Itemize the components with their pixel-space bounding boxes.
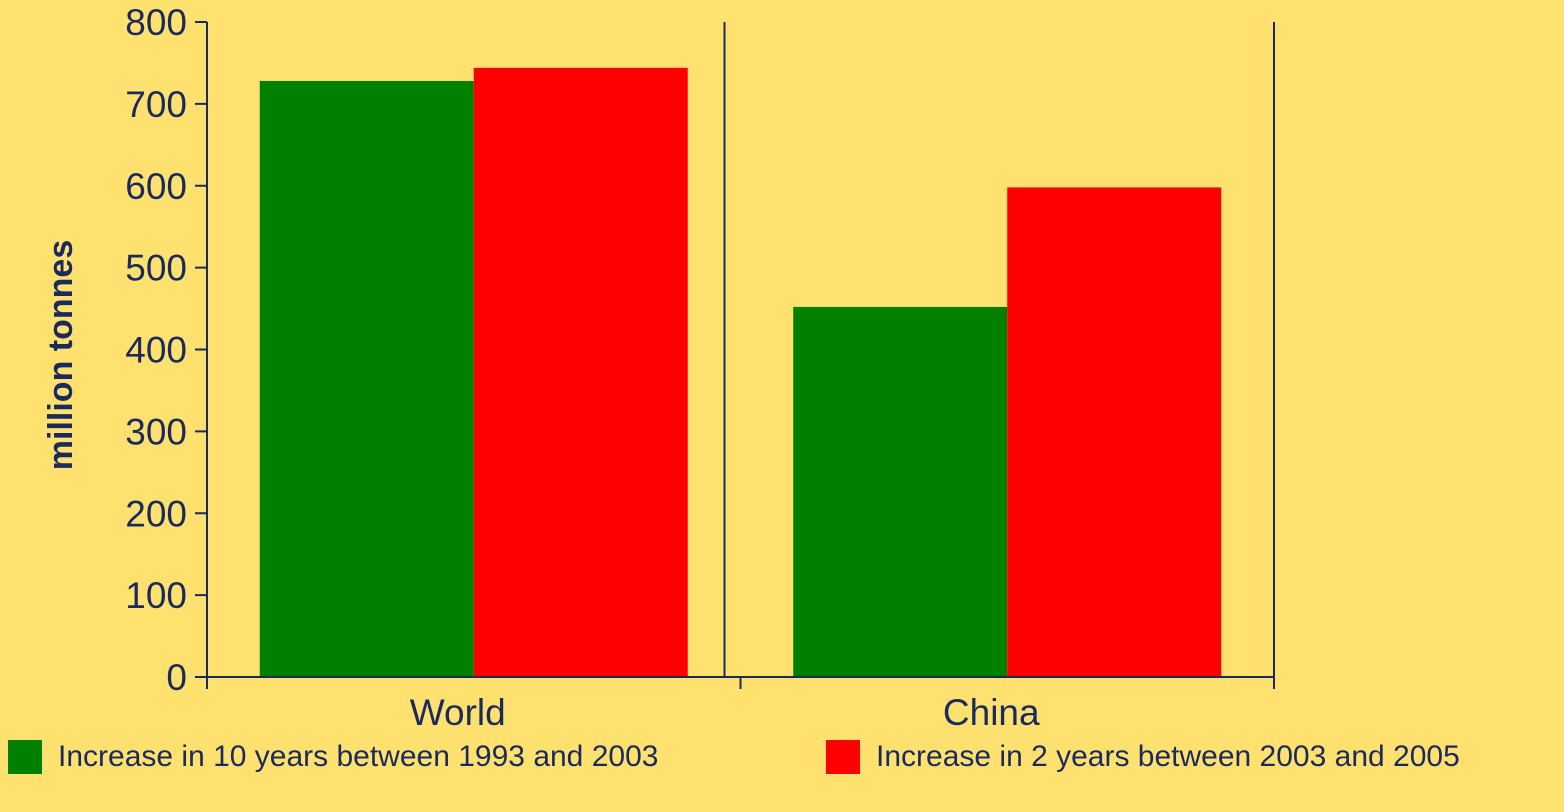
bar-china-series-1	[1007, 187, 1222, 677]
legend-label-2003-2005: Increase in 2 years between 2003 and 200…	[876, 740, 1460, 773]
legend-item-1993-2003: Increase in 10 years between 1993 and 20…	[8, 740, 658, 774]
y-tick-label-600: 600	[125, 166, 187, 207]
y-axis-label: million tonnes	[42, 240, 80, 470]
y-tick-label-0: 0	[166, 657, 187, 698]
legend-swatch-red	[826, 740, 860, 774]
y-tick-label-500: 500	[125, 248, 187, 289]
legend-swatch-green	[8, 740, 42, 774]
y-tick-label-700: 700	[125, 84, 187, 125]
y-tick-label-800: 800	[125, 2, 187, 43]
x-category-label-china: China	[943, 692, 1040, 730]
y-tick-label-300: 300	[125, 411, 187, 452]
legend-item-2003-2005: Increase in 2 years between 2003 and 200…	[826, 740, 1460, 774]
bar-china-series-0	[793, 306, 1008, 677]
x-category-label-world: World	[410, 692, 506, 730]
legend-label-1993-2003: Increase in 10 years between 1993 and 20…	[58, 740, 659, 773]
y-tick-label-400: 400	[125, 330, 187, 371]
y-tick-label-200: 200	[125, 493, 187, 534]
y-tick-label-100: 100	[125, 575, 187, 616]
bar-world-series-0	[259, 80, 474, 677]
bar-world-series-1	[473, 67, 688, 678]
chart-plot: million tonnes 0 100 200 300 400 500 600 700 800…	[42, 2, 1275, 730]
